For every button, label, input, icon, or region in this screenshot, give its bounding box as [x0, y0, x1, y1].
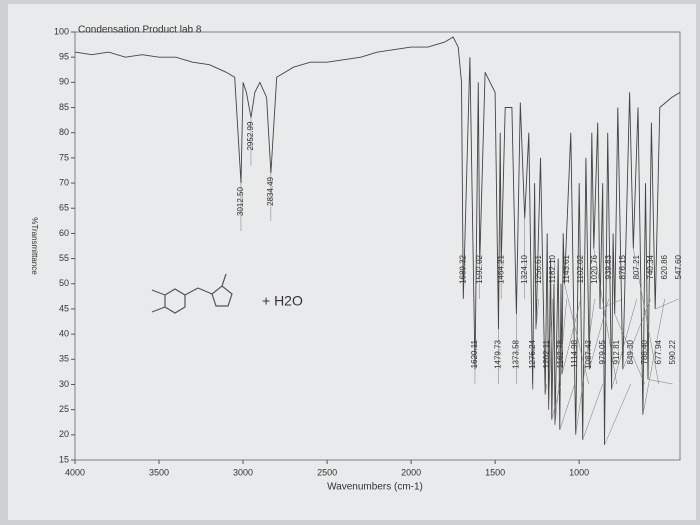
peak-marker [582, 383, 603, 440]
peak-marker [575, 298, 595, 435]
paper [8, 4, 696, 520]
peak-label: 979.05 [598, 339, 607, 364]
peak-label: 1143.61 [562, 254, 571, 283]
peak-marker [559, 383, 575, 430]
peak-label: 1464.21 [496, 254, 505, 283]
peak-label: 1373.58 [511, 339, 520, 368]
peak-marker [614, 313, 645, 385]
peak-marker [604, 383, 631, 445]
peak-marker [561, 298, 581, 375]
plot-frame [74, 31, 681, 461]
y-tick-label: 60 [59, 228, 69, 238]
peak-label: 807.21 [632, 254, 641, 279]
structure-sketch [151, 273, 233, 314]
peak-marker [544, 383, 547, 395]
peak-marker [589, 298, 609, 370]
peak-label: 1592.02 [475, 254, 484, 283]
peak-label: 620.86 [660, 254, 669, 279]
peak-label: 876.15 [618, 254, 627, 279]
peak-label: 1202.11 [542, 339, 551, 368]
peak-label: 1162.78 [556, 339, 565, 368]
peak-label: 1620.11 [470, 339, 479, 368]
peak-marker [622, 298, 651, 370]
y-tick-label: 75 [59, 152, 69, 162]
peak-label: 939.83 [604, 254, 613, 279]
y-tick-label: 40 [59, 328, 69, 338]
y-tick-label: 70 [59, 177, 69, 187]
peak-label: 1114.98 [570, 339, 579, 367]
peak-label: 677.94 [654, 339, 663, 364]
y-tick-label: 15 [59, 454, 69, 464]
chart-title: Condensation Product lab 8 [78, 25, 202, 36]
x-tick-label: 4000 [65, 467, 85, 477]
peak-marker [655, 298, 679, 310]
peak-label: 1324.10 [520, 254, 529, 283]
y-axis-label: %Transmittance [30, 217, 39, 275]
peak-marker [647, 379, 673, 385]
peak-label: 912.81 [612, 339, 621, 364]
peak-label: 1479.73 [494, 339, 503, 368]
y-tick-label: 20 [59, 429, 69, 439]
peak-marker [593, 248, 617, 385]
peak-label: 1276.24 [528, 339, 537, 368]
y-tick-label: 80 [59, 127, 69, 137]
peak-marker [642, 298, 665, 415]
y-tick-label: 55 [59, 253, 69, 263]
y-tick-label: 45 [59, 303, 69, 313]
peak-label: 1020.76 [590, 254, 599, 283]
y-tick-label: 90 [59, 77, 69, 87]
y-tick-label: 50 [59, 278, 69, 288]
y-tick-label: 65 [59, 203, 69, 213]
peak-label: 1102.02 [576, 254, 585, 283]
x-axis-label: Wavenumbers (cm-1) [327, 482, 423, 493]
x-tick-label: 3500 [149, 467, 169, 477]
y-tick-label: 35 [59, 354, 69, 364]
x-tick-label: 1000 [569, 467, 589, 477]
peak-marker [548, 298, 553, 410]
x-tick-label: 2000 [401, 467, 421, 477]
peak-label: 849.30 [626, 339, 635, 364]
y-tick-label: 100 [54, 26, 69, 36]
annotation: + H2O [262, 293, 303, 309]
peak-label: 740.34 [646, 254, 655, 279]
peak-label: 1087.43 [584, 339, 593, 368]
y-tick-label: 85 [59, 102, 69, 112]
peak-marker [633, 248, 659, 385]
x-tick-label: 2500 [317, 467, 337, 477]
peak-marker [611, 298, 637, 390]
peak-label: 788.40 [640, 339, 649, 364]
peak-marker [554, 298, 567, 425]
peak-marker [551, 383, 561, 420]
y-tick-label: 30 [59, 379, 69, 389]
spectrum-line [74, 36, 681, 445]
peak-marker [599, 298, 623, 310]
peak-marker [564, 283, 589, 385]
peak-marker [535, 298, 539, 330]
y-tick-label: 25 [59, 404, 69, 414]
peak-label: 590.22 [668, 339, 677, 364]
x-tick-label: 3000 [233, 467, 253, 477]
peak-label: 1689.32 [458, 254, 467, 283]
y-tick-label: 95 [59, 52, 69, 62]
peak-label: 547.60 [674, 254, 683, 279]
peak-label: 1256.61 [534, 254, 543, 283]
x-tick-label: 1500 [485, 467, 505, 477]
peak-label: 3012.50 [236, 187, 245, 216]
peak-label: 2952.99 [246, 121, 255, 150]
peak-label: 1182.10 [548, 254, 557, 283]
peak-label: 2834.49 [266, 176, 275, 205]
